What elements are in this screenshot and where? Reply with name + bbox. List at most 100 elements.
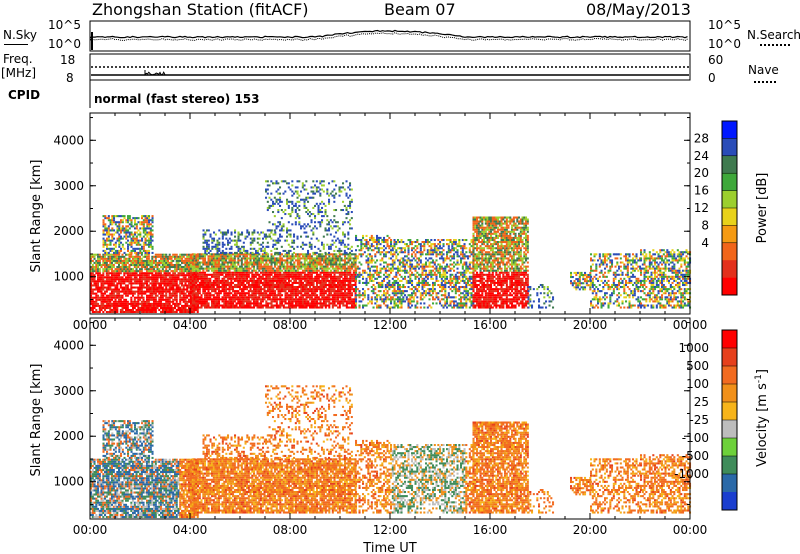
- power-cell: [363, 269, 366, 272]
- power-cell: [270, 265, 273, 268]
- power-cell: [349, 298, 352, 301]
- power-cell: [244, 279, 247, 282]
- power-cell: [309, 275, 312, 278]
- power-cell: [118, 296, 121, 299]
- power-cell: [270, 267, 273, 270]
- power-cell: [172, 311, 175, 314]
- power-cell: [338, 257, 341, 260]
- power-cell: [102, 288, 105, 291]
- power-cell: [324, 255, 327, 258]
- power-cell: [246, 229, 249, 232]
- power-cell: [288, 279, 291, 282]
- power-cell: [383, 292, 386, 295]
- power-cell: [249, 290, 252, 293]
- power-cell: [321, 219, 324, 222]
- power-cell: [312, 302, 315, 305]
- power-cell: [287, 233, 290, 236]
- power-cell: [146, 296, 149, 299]
- power-cell: [154, 266, 157, 269]
- power-cell: [279, 279, 282, 282]
- power-cell: [326, 190, 329, 193]
- power-cell: [186, 274, 189, 277]
- power-cell: [114, 298, 117, 301]
- power-cell: [170, 270, 173, 273]
- power-cell: [158, 276, 161, 279]
- power-cell: [137, 302, 140, 305]
- power-cell: [181, 280, 184, 283]
- power-cell: [111, 280, 114, 283]
- power-cell: [130, 223, 133, 226]
- power-cell: [324, 261, 327, 264]
- power-cell: [218, 253, 221, 256]
- power-cell: [147, 309, 150, 312]
- power-cell: [160, 276, 163, 279]
- power-cell: [279, 306, 282, 309]
- power-cell: [123, 304, 126, 307]
- power-cell: [102, 282, 105, 285]
- power-cell: [97, 259, 100, 262]
- power-cell: [191, 257, 194, 260]
- power-cell: [111, 249, 114, 252]
- power-cell: [235, 279, 238, 282]
- power-cell: [314, 204, 317, 207]
- power-cell: [314, 306, 317, 309]
- power-cell: [146, 257, 149, 260]
- power-cell: [282, 225, 285, 228]
- power-cell: [97, 274, 100, 277]
- power-cell: [336, 221, 339, 224]
- power-cell: [293, 265, 296, 268]
- power-cell: [165, 272, 168, 275]
- power-cell: [316, 255, 319, 258]
- power-cell: [234, 243, 237, 246]
- power-cell: [309, 257, 312, 260]
- power-cell: [272, 202, 275, 205]
- power-cell: [261, 273, 264, 276]
- power-cell: [144, 233, 147, 236]
- power-cell: [151, 288, 154, 291]
- power-cell: [177, 304, 180, 307]
- power-cell: [111, 227, 114, 230]
- power-cell: [233, 306, 236, 309]
- power-cell: [207, 251, 210, 254]
- power-cell: [381, 300, 384, 303]
- power-cell: [321, 284, 324, 287]
- power-cell: [347, 259, 350, 262]
- power-cell: [330, 294, 333, 297]
- power-cell: [379, 290, 382, 293]
- power-cell: [258, 286, 261, 289]
- power-cell: [161, 309, 164, 312]
- power-cell: [230, 277, 233, 280]
- power-cell: [338, 253, 341, 256]
- power-cell: [235, 265, 238, 268]
- power-cell: [281, 302, 284, 305]
- power-cell: [270, 263, 273, 266]
- power-cell: [118, 227, 121, 230]
- power-cell: [90, 268, 93, 271]
- power-cell: [274, 292, 277, 295]
- power-cell: [123, 270, 126, 273]
- power-cell: [241, 233, 244, 236]
- power-cell: [267, 290, 270, 293]
- power-cell: [156, 302, 159, 305]
- power-cell: [296, 253, 299, 256]
- power-cell: [197, 253, 200, 256]
- power-cell: [267, 265, 270, 268]
- power-cell: [321, 263, 324, 266]
- power-cell: [235, 275, 238, 278]
- power-cell: [204, 302, 207, 305]
- power-cell: [267, 275, 270, 278]
- power-cell: [310, 294, 313, 297]
- power-cell: [139, 223, 142, 226]
- power-cell: [260, 259, 263, 262]
- power-cell: [102, 233, 105, 236]
- power-cell: [93, 284, 96, 287]
- power-cell: [279, 296, 282, 299]
- power-cell: [372, 279, 375, 282]
- power-cell: [251, 255, 254, 258]
- power-cell: [107, 284, 110, 287]
- power-cell: [114, 302, 117, 305]
- power-cell: [328, 288, 331, 291]
- power-cell: [295, 302, 298, 305]
- power-cell: [212, 257, 215, 260]
- power-cell: [289, 292, 292, 295]
